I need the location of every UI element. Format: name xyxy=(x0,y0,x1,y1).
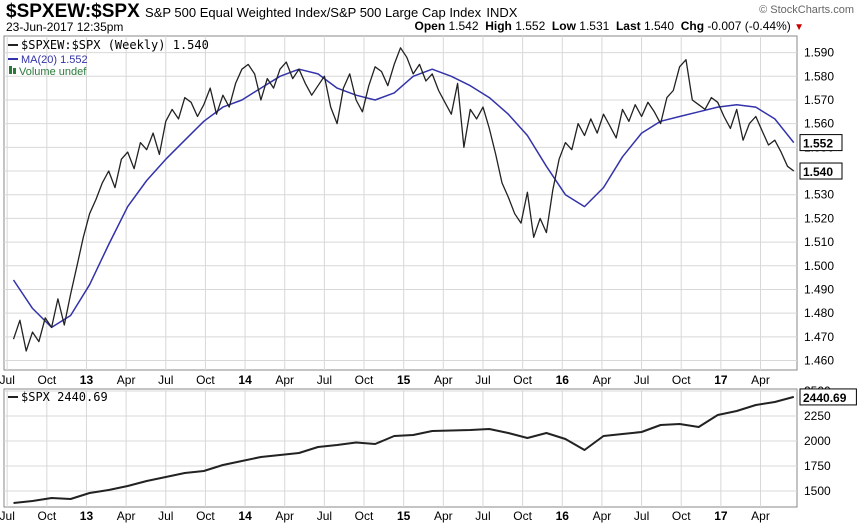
x-tick-label-bottom: Apr xyxy=(751,509,770,523)
last-label: Last xyxy=(615,19,641,33)
x-tick-label-bottom: Oct xyxy=(37,509,56,523)
x-tick-label-bottom: Apr xyxy=(434,509,453,523)
y-tick-label: 1.460 xyxy=(804,354,834,368)
legend-ratio: $SPXEW:$SPX (Weekly) 1.540 xyxy=(21,38,209,52)
y-tick-label: 1.500 xyxy=(804,259,834,273)
y-tick-label: 1.570 xyxy=(804,93,834,107)
chg-value: -0.007 (-0.44%) xyxy=(707,19,791,33)
panel-1-frame xyxy=(3,35,798,371)
y-tick-label: 2250 xyxy=(804,409,831,423)
x-tick-label: Oct xyxy=(672,373,691,387)
x-tick-label: 17 xyxy=(714,373,728,387)
last-value: 1.540 xyxy=(644,19,675,33)
last-tag-price: 1.540 xyxy=(803,165,833,179)
chg-label: Chg xyxy=(680,19,705,33)
x-tick-label: 16 xyxy=(556,373,570,387)
ratio-series-line xyxy=(12,47,795,352)
x-tick-label-bottom: Apr xyxy=(593,509,612,523)
legend-spx: $SPX 2440.69 xyxy=(21,390,108,404)
open-value: 1.542 xyxy=(448,19,479,33)
exchange: INDX xyxy=(486,5,518,20)
panel-2-frame xyxy=(3,388,798,508)
x-tick-label: Apr xyxy=(434,373,453,387)
y-tick-label: 1500 xyxy=(804,484,831,498)
legend-swatch-volume xyxy=(13,68,16,74)
legend-ma: MA(20) 1.552 xyxy=(21,54,88,66)
x-tick-label-bottom: Jul xyxy=(0,509,15,523)
y-tick-label: 1.490 xyxy=(804,282,834,296)
y-tick-label: 1.470 xyxy=(804,330,834,344)
y-tick-label: 1.510 xyxy=(804,235,834,249)
x-tick-label-bottom: 16 xyxy=(556,509,570,523)
legend-swatch-volume xyxy=(9,66,12,74)
x-tick-label: Jul xyxy=(158,373,173,387)
brand-logo: © StockCharts.com xyxy=(759,4,854,16)
ohlc-readout: Open 1.542 High 1.552 Low 1.531 Last 1.5… xyxy=(414,19,804,33)
y-tick-label: 1.560 xyxy=(804,117,834,131)
x-tick-label: Jul xyxy=(634,373,649,387)
high-value: 1.552 xyxy=(515,19,546,33)
y-tick-label: 1.520 xyxy=(804,211,834,225)
x-tick-label: Oct xyxy=(355,373,374,387)
low-label: Low xyxy=(551,19,576,33)
ma20-series-line xyxy=(12,68,795,329)
y-tick-label: 1750 xyxy=(804,459,831,473)
x-tick-label-bottom: Oct xyxy=(513,509,532,523)
x-tick-label: 13 xyxy=(80,373,94,387)
x-tick-label-bottom: Jul xyxy=(317,509,332,523)
last-tag-ma-box xyxy=(799,134,843,152)
x-tick-label-bottom: 17 xyxy=(714,509,728,523)
x-tick-label-bottom: 13 xyxy=(80,509,94,523)
x-tick-label-bottom: Apr xyxy=(117,509,136,523)
y-tick-label: 1.530 xyxy=(804,188,834,202)
y-tick-label: 1.480 xyxy=(804,306,834,320)
x-tick-label-bottom: Jul xyxy=(634,509,649,523)
last-tag-ma: 1.552 xyxy=(803,137,833,151)
x-tick-label: Apr xyxy=(275,373,294,387)
datetime: 23-Jun-2017 12:35pm xyxy=(6,20,124,34)
symbol: $SPXEW:$SPX xyxy=(6,1,140,22)
x-tick-label: Jul xyxy=(0,373,15,387)
x-tick-label: Jul xyxy=(475,373,490,387)
x-tick-label-bottom: Oct xyxy=(355,509,374,523)
last-tag-spx: 2440.69 xyxy=(803,391,847,405)
x-tick-label: Apr xyxy=(751,373,770,387)
x-tick-label: Jul xyxy=(317,373,332,387)
x-tick-label: 14 xyxy=(238,373,252,387)
high-label: High xyxy=(485,19,512,33)
x-tick-label-bottom: Jul xyxy=(475,509,490,523)
x-tick-label: Oct xyxy=(196,373,215,387)
chart-title: $SPXEW:$SPX S&P 500 Equal Weighted Index… xyxy=(6,1,517,23)
x-tick-label: 15 xyxy=(397,373,411,387)
chg-down-icon: ▼ xyxy=(794,22,804,33)
x-tick-label: Apr xyxy=(117,373,136,387)
open-label: Open xyxy=(414,19,446,33)
x-tick-label: Oct xyxy=(513,373,532,387)
x-tick-label-bottom: 14 xyxy=(238,509,252,523)
y-tick-label: 1.590 xyxy=(804,46,834,60)
y-tick-label: 2000 xyxy=(804,434,831,448)
last-tag-price-box xyxy=(799,162,843,180)
x-tick-label: Apr xyxy=(593,373,612,387)
spx-series-line xyxy=(13,395,795,504)
description: S&P 500 Equal Weighted Index/S&P 500 Lar… xyxy=(145,5,482,20)
x-tick-label-bottom: Jul xyxy=(158,509,173,523)
last-tag-spx-box xyxy=(799,388,857,406)
y-tick-label: 1.580 xyxy=(804,69,834,83)
x-tick-label-bottom: 15 xyxy=(397,509,411,523)
x-tick-label-bottom: Oct xyxy=(672,509,691,523)
x-tick-label: Oct xyxy=(37,373,56,387)
x-tick-label-bottom: Oct xyxy=(196,509,215,523)
legend-volume: Volume undef xyxy=(19,66,87,78)
x-tick-label-bottom: Apr xyxy=(275,509,294,523)
low-value: 1.531 xyxy=(579,19,610,33)
